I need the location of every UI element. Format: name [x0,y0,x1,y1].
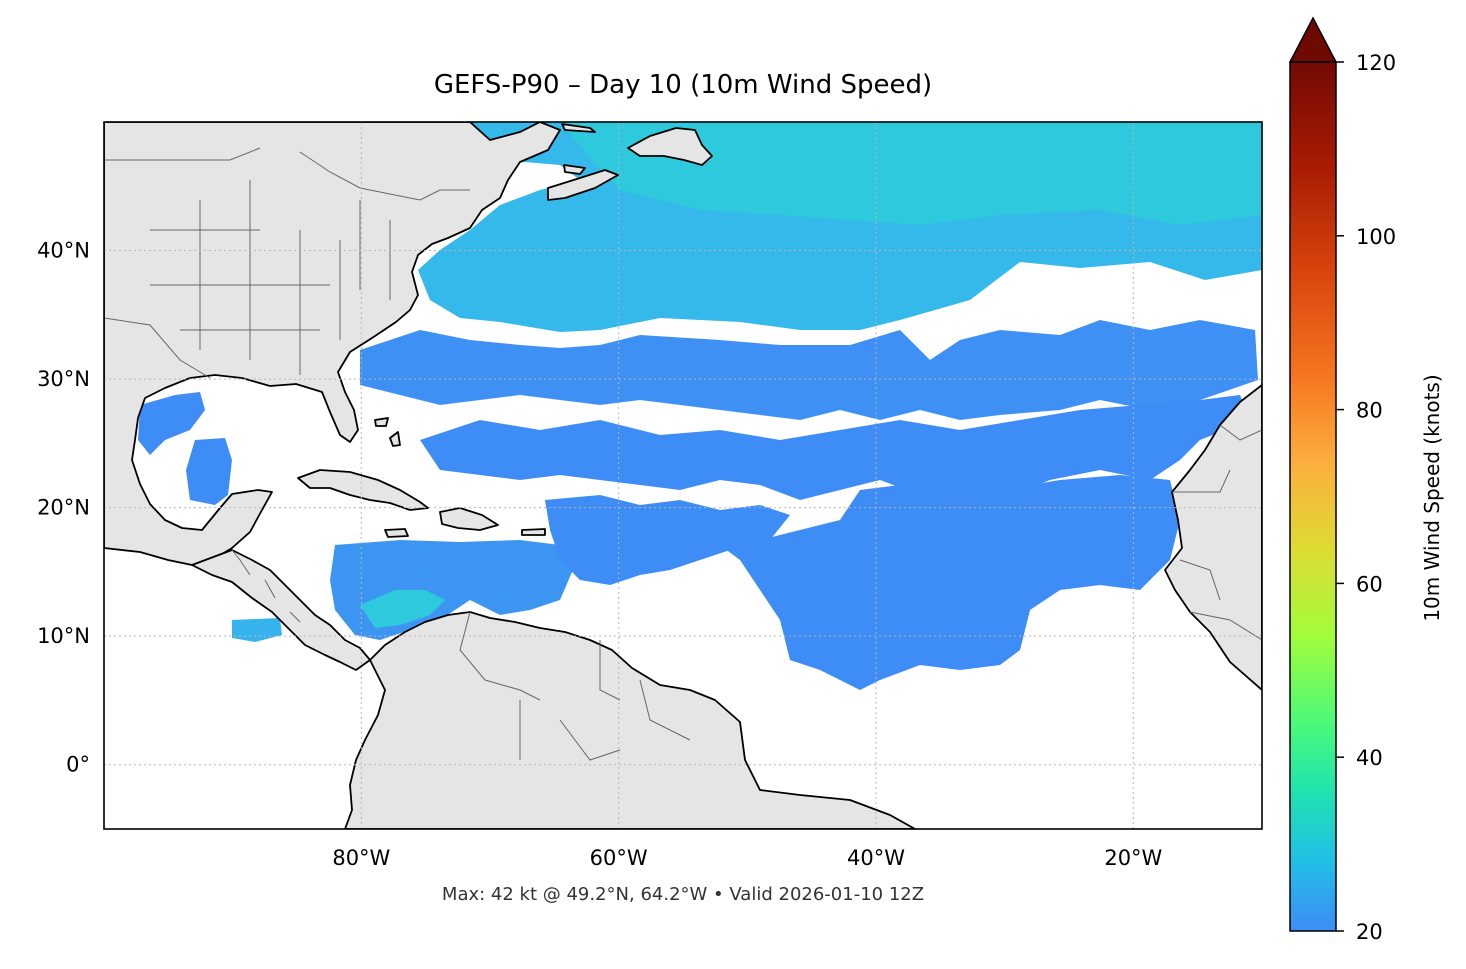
land-cuba [297,469,429,511]
colorbar-extend-triangle [1288,16,1338,63]
colorbar-tick-label: 60 [1356,572,1383,596]
land-hispaniola [439,507,499,531]
wind-area-east-of-caribbean [545,495,790,585]
border-us-states [150,180,391,375]
wind-area-mid-atlantic [360,320,1258,420]
lon-tick-label: 40°W [847,846,905,870]
land [104,122,1262,829]
colorbar-tick-label: 100 [1356,225,1396,249]
colorbar-tick-label: 20 [1356,920,1383,944]
lon-tick-label: 80°W [332,846,390,870]
border-south-america [459,611,691,761]
land-puerto-rico [521,528,546,536]
land-jamaica [384,528,409,538]
lon-tick-label: 20°W [1104,846,1162,870]
border-central-america [231,549,301,623]
lon-tick-label: 60°W [590,846,648,870]
border-west-africa [1172,424,1262,641]
land-nova-scotia [547,169,619,201]
land-pei [563,164,586,175]
lat-tick-label: 40°N [37,239,90,263]
lat-tick-label: 20°N [37,496,90,520]
land-anticosti [561,123,596,133]
colorbar-gradient [1289,61,1337,932]
land-newfoundland [627,127,713,166]
lat-tick-label: 30°N [37,367,90,391]
lat-tick-label: 0° [66,753,90,777]
land-africa [1164,384,1262,691]
border-us-mexico [104,317,211,379]
wind-area-gulf-west [186,438,232,505]
longitude-labels: 80°W 60°W 40°W 20°W [332,846,1162,870]
land-bahamas [374,417,401,447]
colorbar-ticks: 20 40 60 80 100 120 [1336,51,1396,944]
border-us-canada [104,147,470,201]
land-north-america [104,122,561,566]
lat-tick-label: 10°N [37,624,90,648]
colorbar: 20 40 60 80 100 120 [1288,16,1396,944]
latitude-labels: 40°N 30°N 20°N 10°N 0° [37,239,90,777]
map-frame [103,121,1263,830]
wind-area-north-atlantic-core [560,122,1262,225]
wind-area-gulf-north [138,392,205,455]
gridlines [104,122,1262,829]
wind-area-caribbean-jet [360,590,445,628]
max-wind-footer: Max: 42 kt @ 49.2°N, 64.2°W • Valid 2026… [441,884,925,905]
colorbar-tick-label: 120 [1356,51,1396,75]
wind-area-subtropical-band [420,395,1250,500]
map-title: GEFS-P90 – Day 10 (10m Wind Speed) [433,70,933,100]
colorbar-tick-label: 80 [1356,399,1383,423]
colorbar-tick-label: 40 [1356,746,1383,770]
colorbar-label: 10m Wind Speed (knots) [1420,374,1444,622]
borders [104,147,1262,761]
